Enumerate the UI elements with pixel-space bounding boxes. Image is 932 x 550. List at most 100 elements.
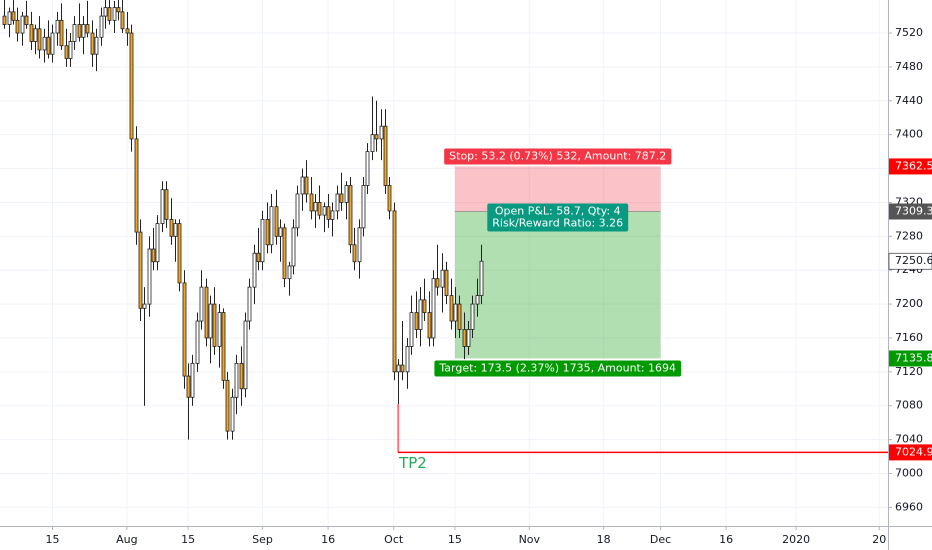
candle-body <box>392 210 397 373</box>
y-tick-label: 7080 <box>895 399 923 412</box>
candle-body <box>265 218 270 246</box>
candle-body <box>59 19 64 47</box>
candle-body <box>225 379 230 432</box>
x-tick-label: Aug <box>116 533 137 546</box>
candle-body <box>282 227 287 280</box>
candle-body <box>287 265 292 280</box>
price-label-text: 7309.3 <box>895 205 932 218</box>
x-tick-label: 18 <box>597 533 611 546</box>
candle-body <box>470 303 475 330</box>
candle-body <box>99 15 104 38</box>
pnl-label-text: Risk/Reward Ratio: 3.26 <box>492 217 623 230</box>
x-tick-label: 16 <box>321 533 335 546</box>
x-tick-label: 15 <box>448 533 462 546</box>
candle-body <box>81 24 86 38</box>
price-label-text: 7024.9 <box>895 445 932 458</box>
candle-body <box>134 138 139 233</box>
candle-body <box>46 36 51 55</box>
candle-body <box>190 362 195 398</box>
x-tick-label: 15 <box>45 533 59 546</box>
target-label <box>434 360 682 377</box>
candle-body <box>339 193 344 203</box>
candle-body <box>37 28 42 51</box>
x-tick-label: 15 <box>181 533 195 546</box>
price-label-text: 7135.8 <box>895 351 932 364</box>
candle-body <box>155 223 160 263</box>
candle-body <box>147 248 152 305</box>
candle-body <box>326 206 331 220</box>
price-label <box>889 158 932 175</box>
candle-body <box>116 7 121 13</box>
candle-body <box>330 210 335 220</box>
level-label: TP2 <box>398 454 427 472</box>
candle-body <box>418 299 423 330</box>
pnl-label <box>487 203 629 232</box>
candle-body <box>186 375 191 398</box>
candle-body <box>85 24 90 34</box>
candle-body <box>462 329 467 347</box>
candle-body <box>405 346 410 373</box>
candle-body <box>344 185 349 203</box>
y-tick-label: 7000 <box>895 466 923 479</box>
x-tick-label: Sep <box>252 533 273 546</box>
candle-body <box>173 223 178 237</box>
candle-body <box>230 396 235 432</box>
candle-body <box>247 286 252 322</box>
candle-body <box>120 11 125 30</box>
candle-body <box>42 36 47 51</box>
price-label <box>889 203 932 220</box>
candle-body <box>435 278 440 288</box>
candle-body <box>374 134 379 140</box>
candle-body <box>457 303 462 330</box>
candle-body <box>24 15 29 25</box>
candle-body <box>169 218 174 237</box>
candle-body <box>7 11 12 25</box>
y-tick-label: 7440 <box>895 94 923 107</box>
candle-body <box>243 320 248 390</box>
candle-body <box>414 312 419 330</box>
candle-body <box>304 176 309 195</box>
y-tick-label: 7160 <box>895 331 923 344</box>
price-label <box>889 444 932 461</box>
candle-body <box>177 223 182 284</box>
candle-body <box>160 189 165 225</box>
candle-body <box>479 260 484 297</box>
candle-body <box>252 252 257 288</box>
x-tick-label: 2020 <box>782 533 810 546</box>
candle-body <box>142 303 147 309</box>
candle-body <box>317 202 322 216</box>
x-tick-label: Nov <box>519 533 541 546</box>
candle-body <box>212 303 217 347</box>
candle-body <box>466 329 471 347</box>
y-tick-label: 7400 <box>895 128 923 141</box>
candle-body <box>50 32 55 55</box>
candle-body <box>370 134 375 153</box>
candle-body <box>20 15 25 34</box>
candle-body <box>365 151 370 186</box>
y-tick-label: 7480 <box>895 60 923 73</box>
pnl-label-text: Open P&L: 58.7, Qty: 4 <box>495 205 621 218</box>
candle-body <box>400 364 405 373</box>
candle-body <box>431 278 436 339</box>
x-tick-label: 20 <box>872 533 886 546</box>
price-label-text: 7250.6 <box>895 254 932 267</box>
candle-body <box>335 193 340 212</box>
price-label-text: 7362.5 <box>895 159 932 172</box>
target-label-text: Target: 173.5 (2.37%) 1735, Amount: 1694 <box>438 361 676 374</box>
candle-body <box>313 202 318 212</box>
candle-body <box>77 24 82 38</box>
candle-body <box>239 362 244 390</box>
candle-body <box>291 227 296 267</box>
x-tick-label: Dec <box>650 533 671 546</box>
candle-body <box>409 312 414 347</box>
candle-body <box>453 303 458 322</box>
candle-body <box>322 206 327 216</box>
candle-body <box>64 45 69 59</box>
candle-body <box>221 312 226 381</box>
candle-body <box>361 185 366 229</box>
candle-body <box>15 19 20 34</box>
candle-body <box>107 7 112 21</box>
y-tick-label: 7120 <box>895 365 923 378</box>
stop-label-text: Stop: 53.2 (0.73%) 532, Amount: 787.2 <box>449 149 666 162</box>
